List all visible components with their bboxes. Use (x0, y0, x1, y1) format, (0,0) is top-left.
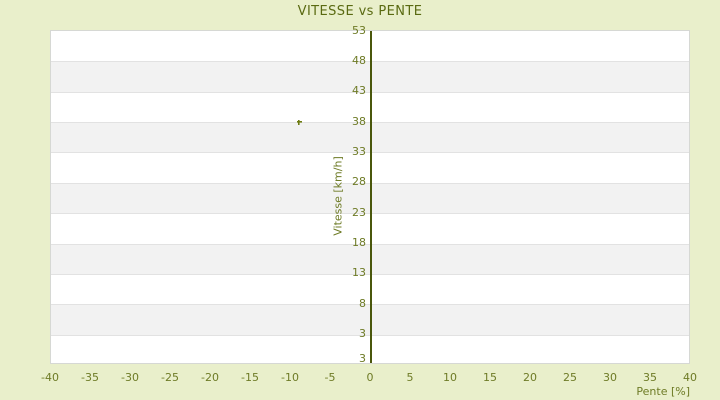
y-axis-min-label: 3 (359, 352, 366, 365)
x-tick-label: -30 (121, 371, 139, 384)
x-tick-label: 30 (603, 371, 617, 384)
x-tick-label: 15 (483, 371, 497, 384)
x-tick-label: 0 (366, 371, 374, 384)
x-tick-label: -40 (41, 371, 59, 384)
x-tick-label: 10 (443, 371, 457, 384)
data-point-marker (296, 119, 302, 125)
y-tick-label: 28 (352, 175, 366, 189)
y-tick-label: 8 (359, 296, 366, 310)
x-tick-label: 5 (406, 371, 414, 384)
x-tick-label: 20 (523, 371, 537, 384)
x-tick-label: -10 (281, 371, 299, 384)
x-tick-label: 35 (643, 371, 657, 384)
x-tick-label: -20 (201, 371, 219, 384)
x-axis-title: Pente [%] (636, 385, 690, 398)
x-tick-label: -15 (241, 371, 259, 384)
y-tick-label: 48 (352, 53, 366, 67)
x-tick-label: -5 (324, 371, 336, 384)
y-axis-line (370, 31, 372, 363)
y-tick-label: 38 (352, 114, 366, 128)
x-tick-label: -35 (81, 371, 99, 384)
y-axis-title: Vitesse [km/h] (331, 156, 345, 236)
y-tick-label: 18 (352, 236, 366, 250)
x-tick-label: 25 (563, 371, 577, 384)
y-tick-label: 13 (352, 266, 366, 280)
y-tick-label: 33 (352, 144, 366, 158)
plot-area (50, 30, 690, 364)
chart-title: VITESSE vs PENTE (297, 4, 423, 19)
y-tick-label: 53 (352, 23, 366, 37)
x-tick-label: -25 (161, 371, 179, 384)
x-tick-label: 40 (683, 371, 697, 384)
y-tick-label: 23 (352, 205, 366, 219)
y-tick-label: 43 (352, 84, 366, 98)
y-tick-label: 3 (359, 327, 366, 341)
